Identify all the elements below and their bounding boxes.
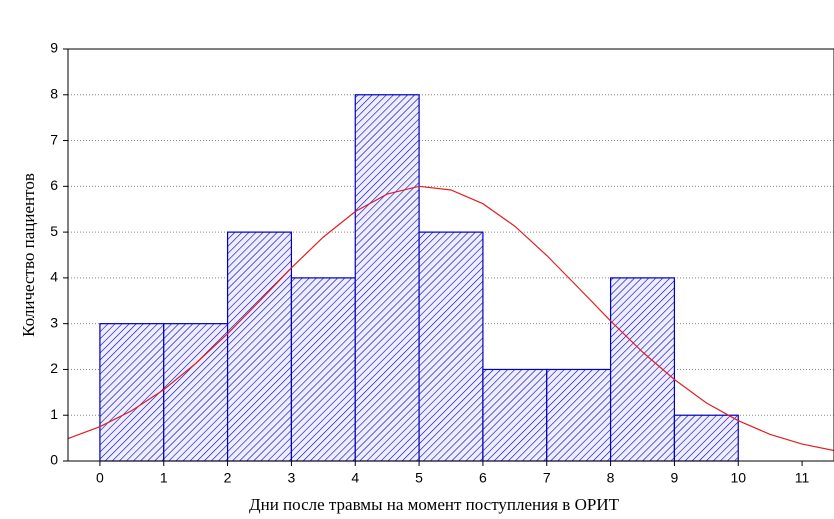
x-tick-label: 3	[288, 470, 296, 486]
x-tick-label: 7	[543, 470, 551, 486]
plot-frame	[67, 48, 834, 462]
y-tick-label: 1	[50, 406, 58, 422]
x-tick-label: 9	[671, 470, 679, 486]
x-tick-label: 11	[795, 470, 810, 486]
x-tick-label: 1	[160, 470, 168, 486]
y-axis-label: Количество пациентов	[19, 173, 38, 337]
y-tick-label: 3	[50, 314, 58, 330]
y-tick-label: 0	[50, 452, 58, 468]
bar	[482, 368, 548, 462]
bar	[418, 231, 484, 462]
y-tick-label: 8	[50, 85, 58, 101]
x-tick-label: 4	[351, 470, 359, 486]
x-axis-label: Дни после травмы на момент поступления в…	[249, 495, 620, 514]
bar	[609, 277, 676, 462]
y-tick-label: 6	[50, 177, 58, 193]
bar	[99, 323, 165, 462]
x-tick-label: 6	[479, 470, 487, 486]
bar	[354, 94, 420, 462]
bar	[546, 368, 612, 462]
x-tick-label: 0	[96, 470, 104, 486]
x-tick-label: 10	[730, 470, 746, 486]
y-tick-label: 4	[50, 269, 58, 285]
y-tick-label: 9	[50, 40, 58, 56]
bar	[163, 323, 229, 462]
fit-curve	[67, 185, 834, 452]
x-tick-label: 5	[415, 470, 423, 486]
bar	[673, 414, 739, 462]
bar	[226, 231, 293, 462]
x-tick-label: 8	[607, 470, 615, 486]
bar	[290, 277, 356, 462]
y-tick-label: 2	[50, 360, 58, 376]
y-tick-label: 7	[50, 131, 58, 147]
y-tick-label: 5	[50, 223, 58, 239]
x-tick-label: 2	[224, 470, 232, 486]
